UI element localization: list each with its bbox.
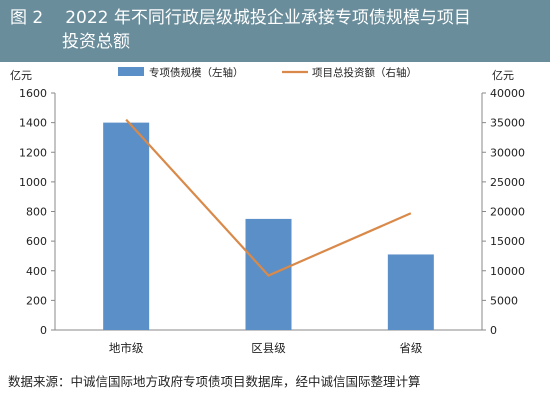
chart-title: 2022 年不同行政层级城投企业承接专项债规模与项目 [65,8,471,28]
bar-3 [387,254,434,330]
figure-label: 图 2 [10,8,44,28]
right-tick-label: 40000 [490,87,525,100]
left-tick-label: 1400 [19,117,47,130]
right-axis-unit: 亿元 [492,69,514,82]
left-tick-label: 800 [26,206,47,219]
right-tick-label: 25000 [490,176,525,189]
plot-area: 亿元 亿元 0 200 400 600 800 1000 1200 1400 1600 0 5000 10… [10,66,525,355]
left-tick-label: 200 [26,294,47,307]
left-tick-label: 1600 [19,87,47,100]
right-tick-label: 30000 [490,146,525,159]
bar-1 [103,122,150,330]
left-tick-label: 0 [40,324,47,337]
category-label: 地市级 [109,341,144,355]
right-tick-label: 20000 [490,206,525,219]
left-tick-label: 1000 [19,176,47,189]
category-label: 区县级 [251,341,286,355]
left-tick-label: 400 [26,265,47,278]
right-tick-label: 5000 [490,294,518,307]
legend-bar-label: 专项债规模（左轴） [149,66,244,79]
legend-bar-swatch [118,67,144,76]
left-tick-label: 1200 [19,146,47,159]
right-tick-label: 0 [490,324,497,337]
source-note: 数据来源：中诚信国际地方政府专项债项目数据库，经中诚信国际整理计算 [8,374,421,389]
legend-line-label: 项目总投资额（右轴） [312,66,417,79]
left-axis-unit: 亿元 [10,69,32,82]
chart-header: 图 2 2022 年不同行政层级城投企业承接专项债规模与项目 投资总额 [0,0,550,62]
left-tick-label: 600 [26,235,47,248]
right-tick-label: 10000 [490,265,525,278]
chart-title-line-2: 投资总额 [62,32,130,52]
category-label: 省级 [399,341,422,355]
right-tick-label: 35000 [490,117,525,130]
investment-line [125,118,412,277]
chart-title-line-1: 图 2 2022 年不同行政层级城投企业承接专项债规模与项目 [10,6,540,30]
right-tick-label: 15000 [490,235,525,248]
combo-chart: 亿元 亿元 0 200 400 600 800 1000 1200 1400 1600 0 5000 10… [10,66,525,355]
